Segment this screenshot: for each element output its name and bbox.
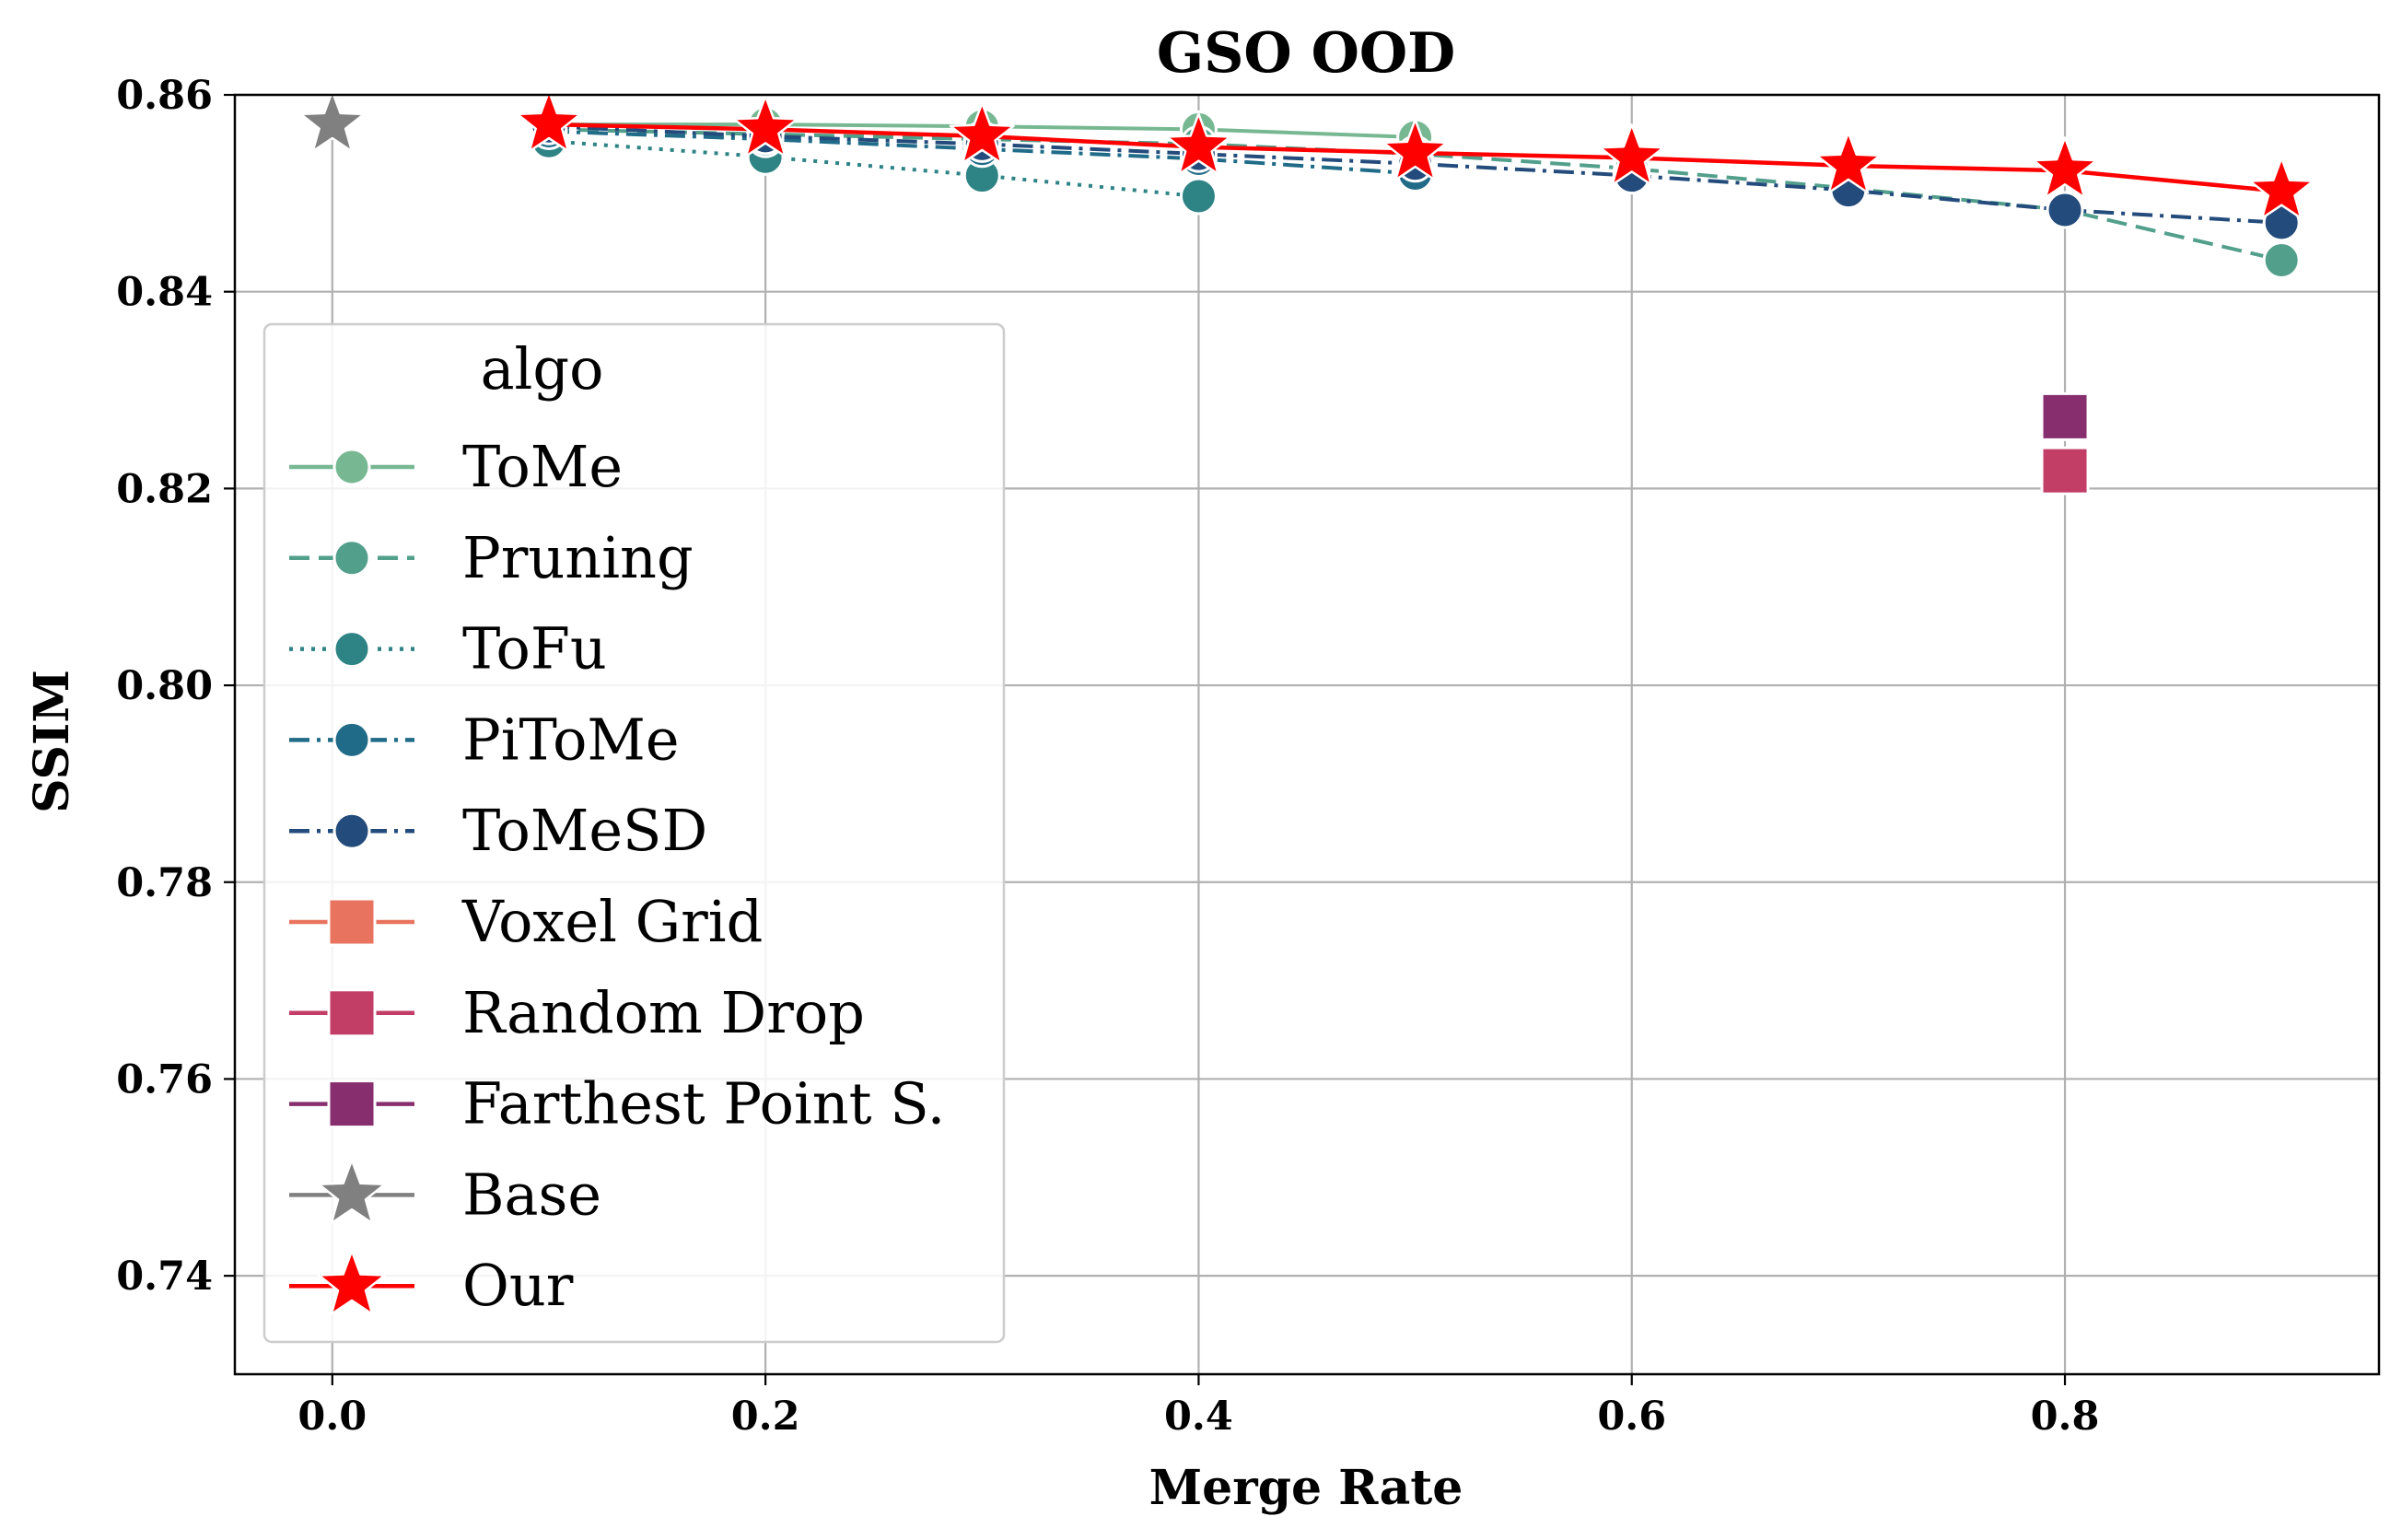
x-tick-label: 0.0 bbox=[297, 1394, 367, 1440]
legend-item-our: Our bbox=[289, 1250, 574, 1319]
data-point-base bbox=[299, 89, 366, 153]
series-line-tofu bbox=[548, 139, 1199, 199]
data-point-farthest-point-s bbox=[2040, 391, 2090, 441]
y-tick-label: 0.86 bbox=[116, 73, 213, 119]
plot-frame bbox=[233, 93, 2381, 1376]
legend-label: ToFu bbox=[462, 615, 607, 682]
legend-item-base: Base bbox=[289, 1159, 601, 1228]
legend-marker-pruning bbox=[332, 539, 371, 578]
legend-item-tome: ToMe bbox=[289, 433, 623, 500]
x-tick-label: 0.2 bbox=[731, 1394, 800, 1440]
legend-item-voxel-grid: Voxel Grid bbox=[289, 888, 763, 955]
data-point-our bbox=[1815, 131, 1882, 194]
data-point-pruning bbox=[2262, 241, 2301, 280]
data-point-our bbox=[2032, 136, 2098, 199]
chart-title: GSO OOD bbox=[1157, 21, 1455, 86]
data-point-our bbox=[949, 101, 1015, 165]
y-tick-label: 0.76 bbox=[116, 1056, 213, 1102]
legend-label: Voxel Grid bbox=[461, 888, 763, 955]
legend-label: Our bbox=[462, 1252, 574, 1319]
x-tick-label: 0.8 bbox=[2031, 1394, 2100, 1440]
legend-item-random-drop: Random Drop bbox=[289, 979, 865, 1046]
data-point-our bbox=[1165, 112, 1231, 176]
legend-label: ToMeSD bbox=[462, 797, 707, 864]
legend: algo ToMe Pruning ToFu PiToMe ToMeSD Voxel Gri… bbox=[262, 322, 1006, 1344]
legend-title: algo bbox=[481, 335, 604, 402]
data-point-tofu bbox=[1179, 177, 1218, 216]
legend-marker-tofu bbox=[332, 630, 371, 669]
x-axis-title: Merge Rate bbox=[1149, 1460, 1463, 1516]
legend-item-tomesd: ToMeSD bbox=[289, 797, 707, 864]
legend-label: Base bbox=[462, 1161, 601, 1228]
y-tick-label: 0.80 bbox=[116, 663, 213, 709]
legend-item-pitome: PiToMe bbox=[289, 706, 680, 773]
data-point-our bbox=[1599, 123, 1665, 186]
legend-label: Farthest Point S. bbox=[462, 1070, 945, 1138]
y-tick-label: 0.78 bbox=[116, 860, 213, 906]
legend-label: Random Drop bbox=[462, 979, 865, 1046]
legend-marker-tome bbox=[332, 448, 371, 486]
y-tick-label: 0.82 bbox=[116, 466, 213, 512]
axis-ticks: 0.0 0.2 0.4 0.6 0.8 0.74 0.76 0.78 0.80 0.82 0.84 0… bbox=[116, 73, 2099, 1440]
legend-marker-voxel-grid bbox=[327, 897, 377, 947]
legend-marker-our bbox=[317, 1250, 387, 1316]
data-point-tomesd bbox=[2046, 191, 2084, 229]
series-base bbox=[299, 89, 366, 153]
x-tick-label: 0.4 bbox=[1164, 1394, 1233, 1440]
x-tick-label: 0.6 bbox=[1597, 1394, 1666, 1440]
legend-item-pruning: Pruning bbox=[289, 524, 694, 591]
series-random-drop bbox=[2040, 446, 2090, 496]
legend-label: Pruning bbox=[462, 524, 694, 591]
data-point-our bbox=[1382, 118, 1449, 181]
series-farthest-point-s bbox=[2040, 391, 2090, 441]
data-point-our bbox=[516, 89, 582, 153]
y-axis-title: SSIM bbox=[24, 670, 80, 813]
legend-marker-pitome bbox=[332, 720, 371, 759]
data-point-random-drop bbox=[2040, 446, 2090, 496]
legend-label: PiToMe bbox=[462, 706, 680, 773]
series-our bbox=[516, 89, 2315, 220]
series-layer bbox=[299, 89, 2315, 496]
legend-marker-tomesd bbox=[332, 811, 371, 850]
legend-item-farthest-point-s: Farthest Point S. bbox=[289, 1070, 945, 1138]
legend-marker-random-drop bbox=[327, 988, 377, 1038]
legend-marker-farthest-point-s bbox=[327, 1079, 377, 1129]
legend-marker-base bbox=[317, 1159, 387, 1225]
legend-item-tofu: ToFu bbox=[289, 615, 607, 682]
data-point-our bbox=[732, 95, 799, 158]
y-tick-label: 0.84 bbox=[116, 270, 213, 316]
legend-frame bbox=[262, 322, 1006, 1344]
y-tick-label: 0.74 bbox=[116, 1254, 213, 1300]
data-point-our bbox=[2248, 157, 2315, 220]
legend-label: ToMe bbox=[462, 433, 623, 500]
